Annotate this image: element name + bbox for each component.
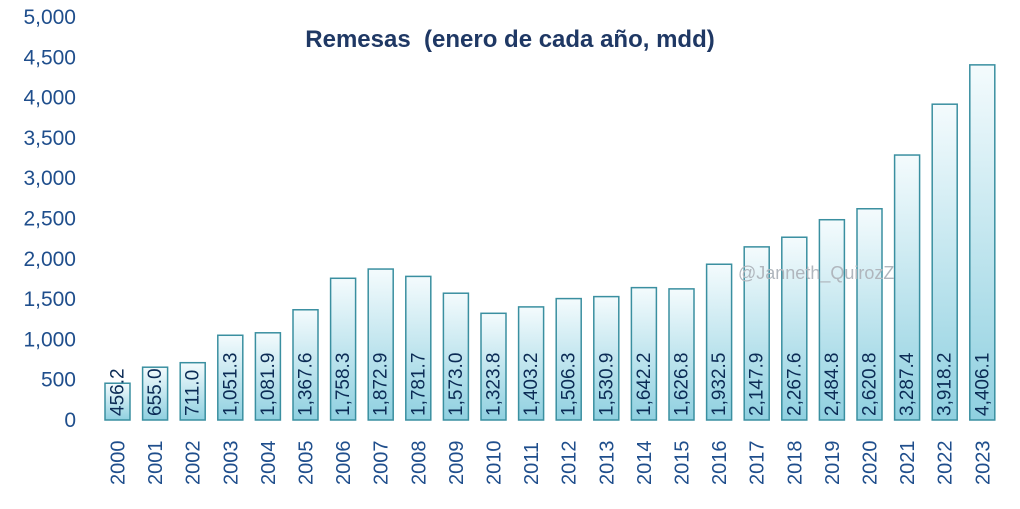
bars-group	[104, 64, 996, 421]
data-label-2011: 1,403.2	[521, 353, 542, 416]
x-tick-label-2014: 2014	[634, 441, 656, 486]
data-label-2016: 1,932.5	[709, 353, 730, 416]
x-tick-label-2015: 2015	[672, 441, 694, 486]
data-label-2014: 1,642.2	[634, 353, 655, 416]
bar-2001	[141, 366, 169, 421]
data-label-2013: 1,530.9	[596, 353, 617, 416]
bar-2008	[405, 275, 432, 421]
x-tick-label-2001: 2001	[145, 441, 167, 486]
x-tick-label-2016: 2016	[709, 441, 731, 486]
x-tick-label-2004: 2004	[258, 441, 280, 486]
bar-2005	[292, 309, 319, 421]
bar-2012	[555, 297, 582, 421]
data-label-2003: 1,051.3	[220, 353, 241, 416]
bar-2014	[630, 286, 658, 421]
x-axis: 2000 2001 2002 2003 2004 2005 2006 2007 2008 2009…	[108, 441, 995, 486]
bar-2020	[856, 208, 883, 421]
bar-2017	[743, 246, 770, 421]
x-tick-label-2002: 2002	[183, 441, 205, 486]
data-label-2010: 1,323.8	[484, 353, 505, 416]
x-tick-label-2006: 2006	[333, 441, 355, 486]
data-label-2006: 1,758.3	[333, 353, 354, 416]
y-tick-label: 1,500	[23, 288, 76, 311]
x-tick-label-2020: 2020	[860, 441, 882, 486]
bar-2022	[931, 103, 958, 421]
bar-2011	[517, 306, 545, 421]
x-tick-label-2012: 2012	[559, 441, 581, 486]
y-tick-label: 3,000	[23, 167, 76, 190]
data-labels-group: 456.2 655.0 711.0 1,051.3 1,081.9 1,367.6 1,75…	[108, 352, 994, 416]
data-label-2017: 2,147.9	[747, 353, 768, 416]
bar-2009	[442, 292, 470, 421]
x-tick-label-2023: 2023	[972, 441, 994, 486]
data-label-2020: 2,620.8	[860, 353, 881, 416]
data-label-2012: 1,506.3	[559, 353, 580, 416]
y-tick-label: 5,000	[23, 6, 76, 29]
x-tick-label-2011: 2011	[521, 442, 543, 485]
data-label-2019: 2,484.8	[822, 353, 843, 416]
data-label-2022: 3,918.2	[935, 353, 956, 416]
bar-2013	[593, 295, 620, 421]
x-tick-label-2019: 2019	[822, 441, 844, 486]
data-label-2004: 1,081.9	[258, 353, 279, 416]
bar-2023	[969, 64, 996, 421]
bar-2016	[705, 263, 733, 421]
bar-2006	[329, 277, 357, 421]
bar-2010	[480, 312, 507, 421]
data-label-2005: 1,367.6	[296, 353, 317, 416]
y-tick-label: 3,500	[23, 127, 76, 150]
data-label-2023: 4,406.1	[972, 353, 993, 416]
x-tick-label-2000: 2000	[108, 441, 130, 486]
data-label-2007: 1,872.9	[371, 353, 392, 416]
data-label-2021: 3,287.4	[897, 352, 918, 416]
y-axis: 0 500 1,000 1,500 2,000 2,500 3,000 3,500 4,000 4…	[23, 6, 76, 432]
bar-2007	[367, 268, 394, 421]
data-label-2008: 1,781.7	[408, 353, 429, 416]
bar-2018	[781, 236, 808, 421]
x-tick-label-2005: 2005	[296, 441, 318, 486]
x-tick-label-2017: 2017	[747, 441, 769, 486]
data-label-2000: 456.2	[108, 368, 129, 416]
data-label-2018: 2,267.6	[784, 353, 805, 416]
chart-title: Remesas (enero de cada año, mdd)	[305, 26, 714, 53]
data-label-2009: 1,573.0	[446, 353, 467, 416]
y-tick-label: 1,000	[23, 328, 76, 351]
bar-2002	[179, 361, 206, 421]
bar-2019	[818, 218, 846, 421]
data-label-2001: 655.0	[145, 368, 166, 416]
x-tick-label-2007: 2007	[371, 441, 393, 486]
x-tick-label-2010: 2010	[484, 441, 506, 486]
x-tick-label-2013: 2013	[596, 441, 618, 486]
data-label-2002: 711.0	[183, 370, 204, 416]
y-tick-label: 4,500	[23, 46, 76, 69]
watermark-text: @Janneth_QuirozZ	[738, 263, 894, 284]
bar-2000	[104, 382, 131, 421]
x-tick-label-2018: 2018	[784, 441, 806, 486]
bar-2003	[217, 334, 244, 421]
y-tick-label: 500	[41, 369, 76, 392]
x-tick-label-2003: 2003	[220, 441, 242, 486]
y-tick-label: 4,000	[23, 87, 76, 110]
y-tick-label: 2,000	[23, 248, 76, 271]
x-tick-label-2009: 2009	[446, 441, 468, 486]
x-tick-label-2008: 2008	[408, 441, 430, 486]
bar-2004	[254, 332, 282, 421]
bar-2021	[893, 154, 921, 421]
bar-2015	[668, 288, 695, 421]
x-tick-label-2022: 2022	[935, 441, 957, 486]
y-tick-label: 0	[64, 409, 76, 432]
y-tick-label: 2,500	[23, 208, 76, 231]
x-tick-label-2021: 2021	[897, 441, 919, 486]
data-label-2015: 1,626.8	[672, 353, 693, 416]
